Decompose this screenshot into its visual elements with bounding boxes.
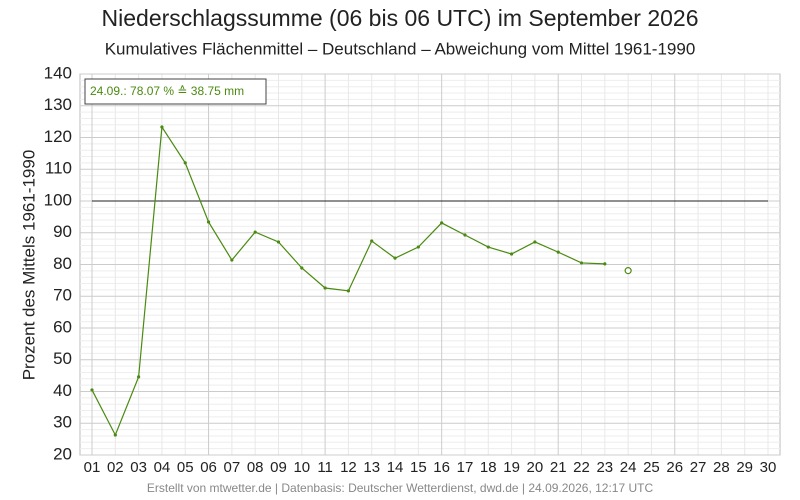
x-tick-label: 30 bbox=[760, 459, 777, 476]
point bbox=[440, 221, 444, 225]
x-tick-label: 08 bbox=[247, 459, 264, 476]
x-tick-label: 27 bbox=[690, 459, 707, 476]
y-axis-label: Prozent des Mittels 1961-1990 bbox=[19, 150, 38, 381]
point bbox=[206, 220, 211, 224]
y-tick-label: 120 bbox=[44, 127, 72, 146]
y-tick-label: 20 bbox=[53, 444, 72, 463]
point bbox=[393, 256, 397, 260]
y-tick-label: 140 bbox=[44, 63, 72, 82]
x-tick-label: 26 bbox=[666, 459, 683, 476]
point bbox=[370, 239, 374, 243]
y-tick-label: 130 bbox=[44, 95, 72, 114]
point bbox=[509, 252, 514, 256]
point bbox=[624, 267, 632, 275]
x-tick-label: 18 bbox=[480, 459, 497, 476]
x-tick-label: 20 bbox=[527, 459, 544, 476]
y-tick-label: 110 bbox=[45, 159, 72, 178]
x-tick-label: 14 bbox=[387, 459, 404, 476]
point bbox=[579, 261, 584, 265]
x-tick-label: 06 bbox=[200, 459, 217, 476]
point bbox=[346, 289, 351, 293]
chart-title: Niederschlagssumme (06 bis 06 UTC) im Se… bbox=[102, 5, 699, 31]
point bbox=[463, 233, 467, 237]
x-tick-label: 05 bbox=[177, 459, 194, 476]
point bbox=[160, 125, 164, 129]
point bbox=[486, 245, 490, 249]
x-tick-label: 29 bbox=[736, 459, 753, 476]
x-tick-label: 12 bbox=[340, 459, 357, 476]
point bbox=[300, 266, 304, 270]
point bbox=[137, 375, 141, 379]
x-tick-label: 04 bbox=[154, 459, 171, 476]
x-tick-label: 17 bbox=[457, 459, 474, 476]
point bbox=[253, 230, 257, 234]
point bbox=[230, 258, 234, 262]
point bbox=[556, 250, 560, 254]
y-tick-label: 30 bbox=[53, 413, 72, 432]
footer: Erstellt von mtwetter.de | Datenbasis: D… bbox=[147, 481, 654, 495]
annotation: 24.09.: 78.07 % ≙ 38.75 mm bbox=[90, 84, 244, 98]
x-tick-label: 01 bbox=[84, 459, 101, 476]
x-tick-label: 02 bbox=[107, 459, 124, 476]
x-tick-label: 21 bbox=[550, 459, 567, 476]
x-tick-label: 22 bbox=[573, 459, 590, 476]
x-tick-label: 10 bbox=[293, 459, 310, 476]
x-tick-label: 09 bbox=[270, 459, 287, 476]
point bbox=[183, 161, 187, 165]
point bbox=[533, 240, 537, 244]
x-tick-label: 19 bbox=[503, 459, 520, 476]
x-tick-label: 25 bbox=[643, 459, 660, 476]
x-tick-label: 11 bbox=[317, 459, 333, 476]
y-tick-label: 40 bbox=[53, 381, 72, 400]
x-tick-label: 13 bbox=[363, 459, 380, 476]
x-tick-label: 16 bbox=[433, 459, 450, 476]
chart-subtitle: Kumulatives Flächenmittel – Deutschland … bbox=[105, 39, 696, 58]
y-tick-label: 100 bbox=[44, 190, 72, 209]
annotation-box bbox=[84, 78, 267, 105]
x-tick-label: 15 bbox=[410, 459, 427, 476]
point bbox=[603, 262, 607, 266]
x-tick-label: 24 bbox=[620, 459, 637, 476]
y-tick-label: 50 bbox=[53, 349, 72, 368]
y-tick-label: 60 bbox=[53, 317, 72, 336]
point bbox=[416, 245, 420, 249]
point bbox=[323, 286, 327, 290]
x-tick-label: 03 bbox=[130, 459, 147, 476]
y-tick-label: 90 bbox=[53, 222, 72, 241]
point bbox=[113, 433, 117, 437]
x-tick-label: 23 bbox=[596, 459, 613, 476]
y-tick-label: 80 bbox=[53, 254, 72, 273]
x-tick-label: 28 bbox=[713, 459, 730, 476]
x-tick-label: 07 bbox=[224, 459, 241, 476]
point bbox=[90, 388, 94, 392]
point bbox=[276, 240, 281, 244]
y-tick-label: 70 bbox=[53, 286, 72, 305]
